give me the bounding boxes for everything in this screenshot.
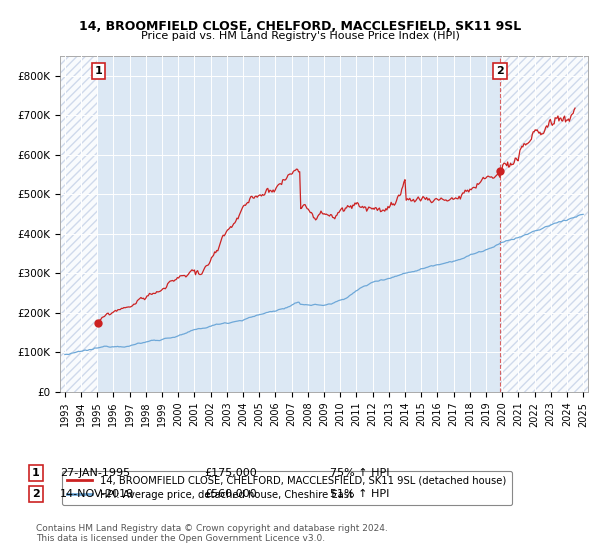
- Text: 1: 1: [95, 66, 102, 76]
- Text: £560,000: £560,000: [204, 489, 257, 499]
- Polygon shape: [500, 56, 588, 392]
- Text: 2: 2: [496, 66, 504, 76]
- Text: 2: 2: [32, 489, 40, 499]
- Text: Price paid vs. HM Land Registry's House Price Index (HPI): Price paid vs. HM Land Registry's House …: [140, 31, 460, 41]
- Text: 27-JAN-1995: 27-JAN-1995: [60, 468, 130, 478]
- Text: 14, BROOMFIELD CLOSE, CHELFORD, MACCLESFIELD, SK11 9SL: 14, BROOMFIELD CLOSE, CHELFORD, MACCLESF…: [79, 20, 521, 32]
- Text: 1: 1: [32, 468, 40, 478]
- Text: £175,000: £175,000: [204, 468, 257, 478]
- Text: Contains HM Land Registry data © Crown copyright and database right 2024.
This d: Contains HM Land Registry data © Crown c…: [36, 524, 388, 543]
- Legend: 14, BROOMFIELD CLOSE, CHELFORD, MACCLESFIELD, SK11 9SL (detached house), HPI: Av: 14, BROOMFIELD CLOSE, CHELFORD, MACCLESF…: [62, 471, 512, 505]
- Polygon shape: [60, 56, 98, 392]
- Text: 75% ↑ HPI: 75% ↑ HPI: [330, 468, 389, 478]
- Text: 14-NOV-2019: 14-NOV-2019: [60, 489, 134, 499]
- Text: 51% ↑ HPI: 51% ↑ HPI: [330, 489, 389, 499]
